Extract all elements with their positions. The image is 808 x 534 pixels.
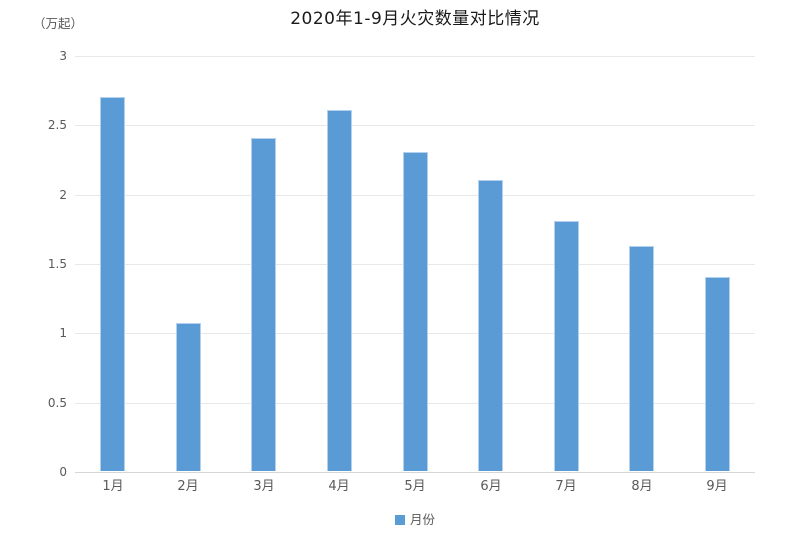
x-tick-label: 3月 xyxy=(253,479,275,494)
gridline xyxy=(75,56,755,57)
y-tick-label: 0.5 xyxy=(47,396,67,410)
x-tick-label: 4月 xyxy=(328,479,350,494)
chart-title: 2020年1-9月火灾数量对比情况 xyxy=(290,9,540,29)
y-tick-label: 0 xyxy=(59,465,67,479)
x-tick-label: 8月 xyxy=(631,479,653,494)
y-axis-unit-label: （万起） xyxy=(33,16,84,31)
y-tick-label: 2.5 xyxy=(47,118,67,132)
x-tick-label: 7月 xyxy=(555,479,577,494)
bar-7月 xyxy=(554,221,579,471)
legend-series-label: 月份 xyxy=(409,512,435,527)
x-tick-label: 5月 xyxy=(404,479,426,494)
bar-3月 xyxy=(251,138,276,471)
y-tick-label: 3 xyxy=(59,49,67,63)
x-tick-label: 6月 xyxy=(480,479,502,494)
x-tick-label: 2月 xyxy=(177,479,199,494)
x-tick-label: 1月 xyxy=(102,479,124,494)
x-tick-label: 9月 xyxy=(706,479,728,494)
bar-4月 xyxy=(327,110,352,471)
plot-area xyxy=(75,56,755,473)
legend-color-swatch-icon xyxy=(394,515,405,525)
gridline xyxy=(75,125,755,126)
legend: 月份 xyxy=(75,511,755,529)
x-axis-line xyxy=(75,472,755,473)
y-tick-label: 1.5 xyxy=(47,257,67,271)
bar-9月 xyxy=(705,277,730,471)
y-tick-label: 1 xyxy=(59,326,67,340)
bar-6月 xyxy=(478,180,503,471)
bar-5月 xyxy=(403,152,428,471)
bar-2月 xyxy=(176,323,201,471)
bar-8月 xyxy=(629,246,654,471)
bar-1月 xyxy=(100,97,125,471)
y-tick-label: 2 xyxy=(59,188,67,202)
